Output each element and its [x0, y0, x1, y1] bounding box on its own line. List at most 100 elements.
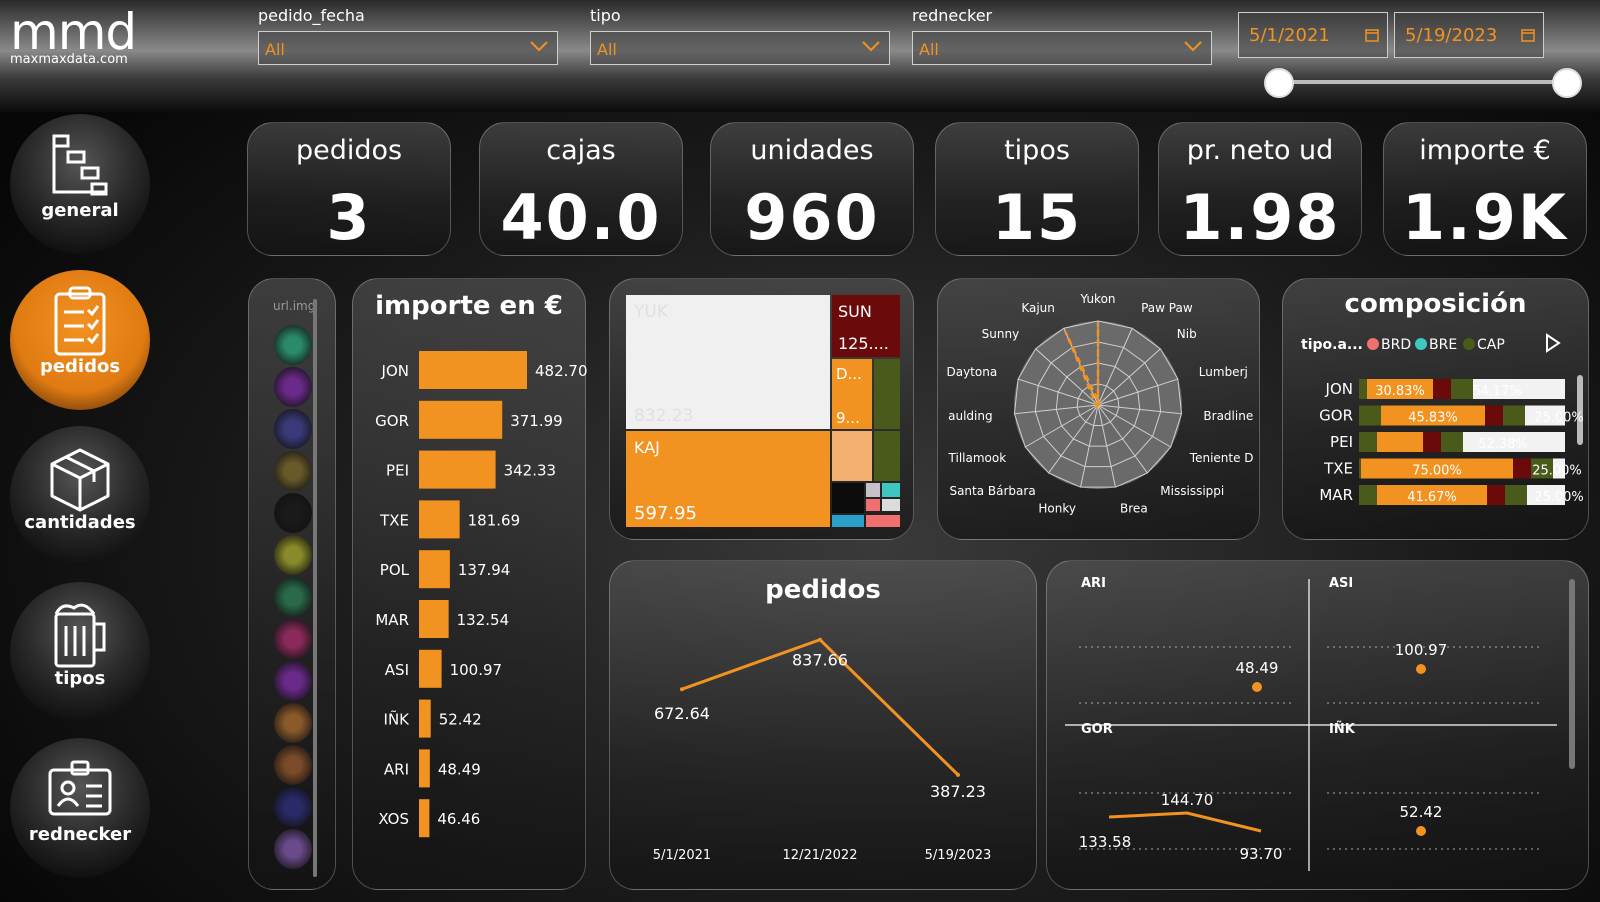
nav-pedidos-button[interactable]: pedidos [10, 270, 150, 410]
composicion-segment[interactable] [1433, 379, 1451, 399]
legend-marker[interactable] [1415, 338, 1427, 350]
kpi-value: 960 [744, 181, 880, 254]
bar[interactable] [419, 500, 460, 539]
date-range-slider-track[interactable] [1282, 80, 1572, 84]
composicion-main-label: 30.83% [1375, 384, 1425, 399]
treemap-tile[interactable] [882, 483, 900, 497]
slicer-label: tipo [590, 6, 621, 25]
rednecker-dropdown[interactable]: All [912, 31, 1212, 65]
panel-line-series[interactable] [1108, 811, 1262, 833]
bar[interactable] [419, 450, 496, 489]
composicion-segment[interactable] [1423, 432, 1441, 452]
nav-label: general [41, 200, 119, 221]
treemap-tile[interactable] [866, 483, 880, 497]
beer-label-thumbnail[interactable] [274, 787, 312, 827]
radar-spoke [1097, 404, 1116, 488]
composicion-segment-main[interactable] [1367, 379, 1433, 399]
composicion-segment[interactable] [1487, 485, 1505, 505]
bar[interactable] [419, 600, 449, 638]
treemap-tile[interactable] [874, 431, 900, 481]
nav-general-button[interactable]: general [10, 114, 150, 254]
bar-category-label: POL [380, 561, 410, 579]
beer-label-thumbnail[interactable] [274, 493, 312, 533]
bar[interactable] [419, 550, 450, 589]
bar[interactable] [419, 649, 442, 688]
image-thumbnails[interactable] [274, 325, 312, 881]
kpi-title: cajas [546, 135, 616, 166]
nav-cantidades-button[interactable]: cantidades [10, 426, 150, 566]
bar[interactable] [419, 799, 430, 838]
line-point[interactable] [956, 772, 960, 777]
treemap-tile[interactable] [874, 359, 900, 429]
bar[interactable] [419, 351, 527, 389]
beer-image-list: url.img [248, 278, 336, 890]
beer-label-thumbnail[interactable] [274, 409, 312, 449]
composicion-segment-main[interactable] [1377, 485, 1487, 505]
kpi-card-tipos: tipos 15 [935, 122, 1139, 256]
radar-grid-ring [1076, 383, 1120, 427]
date-slider-end-handle[interactable] [1552, 68, 1582, 98]
beer-label-thumbnail[interactable] [274, 703, 312, 743]
legend-marker[interactable] [1367, 338, 1379, 350]
tipo-dropdown[interactable]: All [590, 31, 890, 65]
composicion-segment-main[interactable] [1377, 432, 1423, 452]
legend-label[interactable]: BRE [1429, 337, 1457, 353]
pedido-fecha-dropdown[interactable]: All [258, 31, 558, 65]
calendar-icon[interactable] [1521, 28, 1535, 42]
radar-series[interactable] [1064, 322, 1102, 410]
treemap-tile[interactable] [832, 431, 872, 481]
panel-point[interactable] [1252, 682, 1262, 692]
image-list-scrollbar[interactable] [313, 299, 317, 877]
beer-label-thumbnail[interactable] [274, 745, 312, 785]
composicion-segment-main[interactable] [1381, 405, 1485, 426]
beer-label-thumbnail[interactable] [274, 577, 312, 617]
composicion-scrollbar[interactable] [1577, 375, 1583, 445]
nav-rednecker-button[interactable]: rednecker [10, 738, 150, 878]
kpi-title: tipos [1004, 135, 1070, 166]
panel-point[interactable] [1416, 826, 1426, 836]
beer-label-thumbnail[interactable] [274, 367, 312, 407]
legend-label[interactable]: CAP [1477, 337, 1505, 353]
calendar-icon[interactable] [1365, 28, 1379, 42]
end-date-input[interactable]: 5/19/2023 [1394, 12, 1544, 58]
beer-label-thumbnail[interactable] [274, 325, 312, 365]
treemap-tile[interactable] [882, 499, 900, 511]
bar[interactable] [419, 749, 430, 788]
beer-label-thumbnail[interactable] [274, 661, 312, 701]
date-slider-start-handle[interactable] [1264, 68, 1294, 98]
small-multiples-scrollbar[interactable] [1569, 579, 1575, 769]
radar-axis-label: Bradline [1203, 409, 1253, 423]
beer-label-thumbnail[interactable] [274, 535, 312, 575]
panel-point[interactable] [1416, 664, 1426, 674]
beer-label-thumbnail[interactable] [274, 451, 312, 491]
image-list-header: url.img [273, 299, 316, 313]
beer-label-thumbnail[interactable] [274, 829, 312, 869]
bar[interactable] [419, 699, 431, 738]
start-date-input[interactable]: 5/1/2021 [1238, 12, 1388, 58]
line-point[interactable] [680, 687, 684, 692]
treemap-tile-sun[interactable] [832, 295, 900, 357]
treemap-chart: YUK 832.23 KAJ 597.95 SUN 125.... D... 9… [626, 295, 900, 527]
line-point[interactable] [818, 637, 822, 642]
composicion-segment[interactable] [1513, 458, 1531, 479]
bar-category-label: IÑK [384, 710, 411, 729]
composicion-segment[interactable] [1485, 405, 1503, 426]
legend-label[interactable]: BRD [1381, 337, 1411, 353]
nav-tipos-button[interactable]: tipos [10, 582, 150, 722]
treemap-tile[interactable] [832, 515, 864, 527]
legend-marker[interactable] [1463, 338, 1475, 350]
treemap-label-d: D... [836, 365, 862, 383]
treemap-tile[interactable] [832, 483, 864, 513]
beer-label-thumbnail[interactable] [274, 619, 312, 659]
bar-value-label: 48.49 [438, 760, 481, 778]
legend-next-arrow-icon[interactable] [1546, 333, 1561, 353]
bar[interactable] [419, 400, 503, 439]
treemap-tile[interactable] [866, 515, 900, 527]
bar-value-label: 100.97 [450, 661, 503, 679]
treemap-tile-d[interactable] [832, 359, 872, 429]
treemap-tile-yuk[interactable] [626, 295, 830, 429]
composicion-segment-main[interactable] [1361, 458, 1513, 479]
treemap-tile[interactable] [866, 499, 880, 511]
treemap-tile-kaj[interactable] [626, 431, 830, 527]
treemap-value-d: 9... [836, 409, 860, 427]
